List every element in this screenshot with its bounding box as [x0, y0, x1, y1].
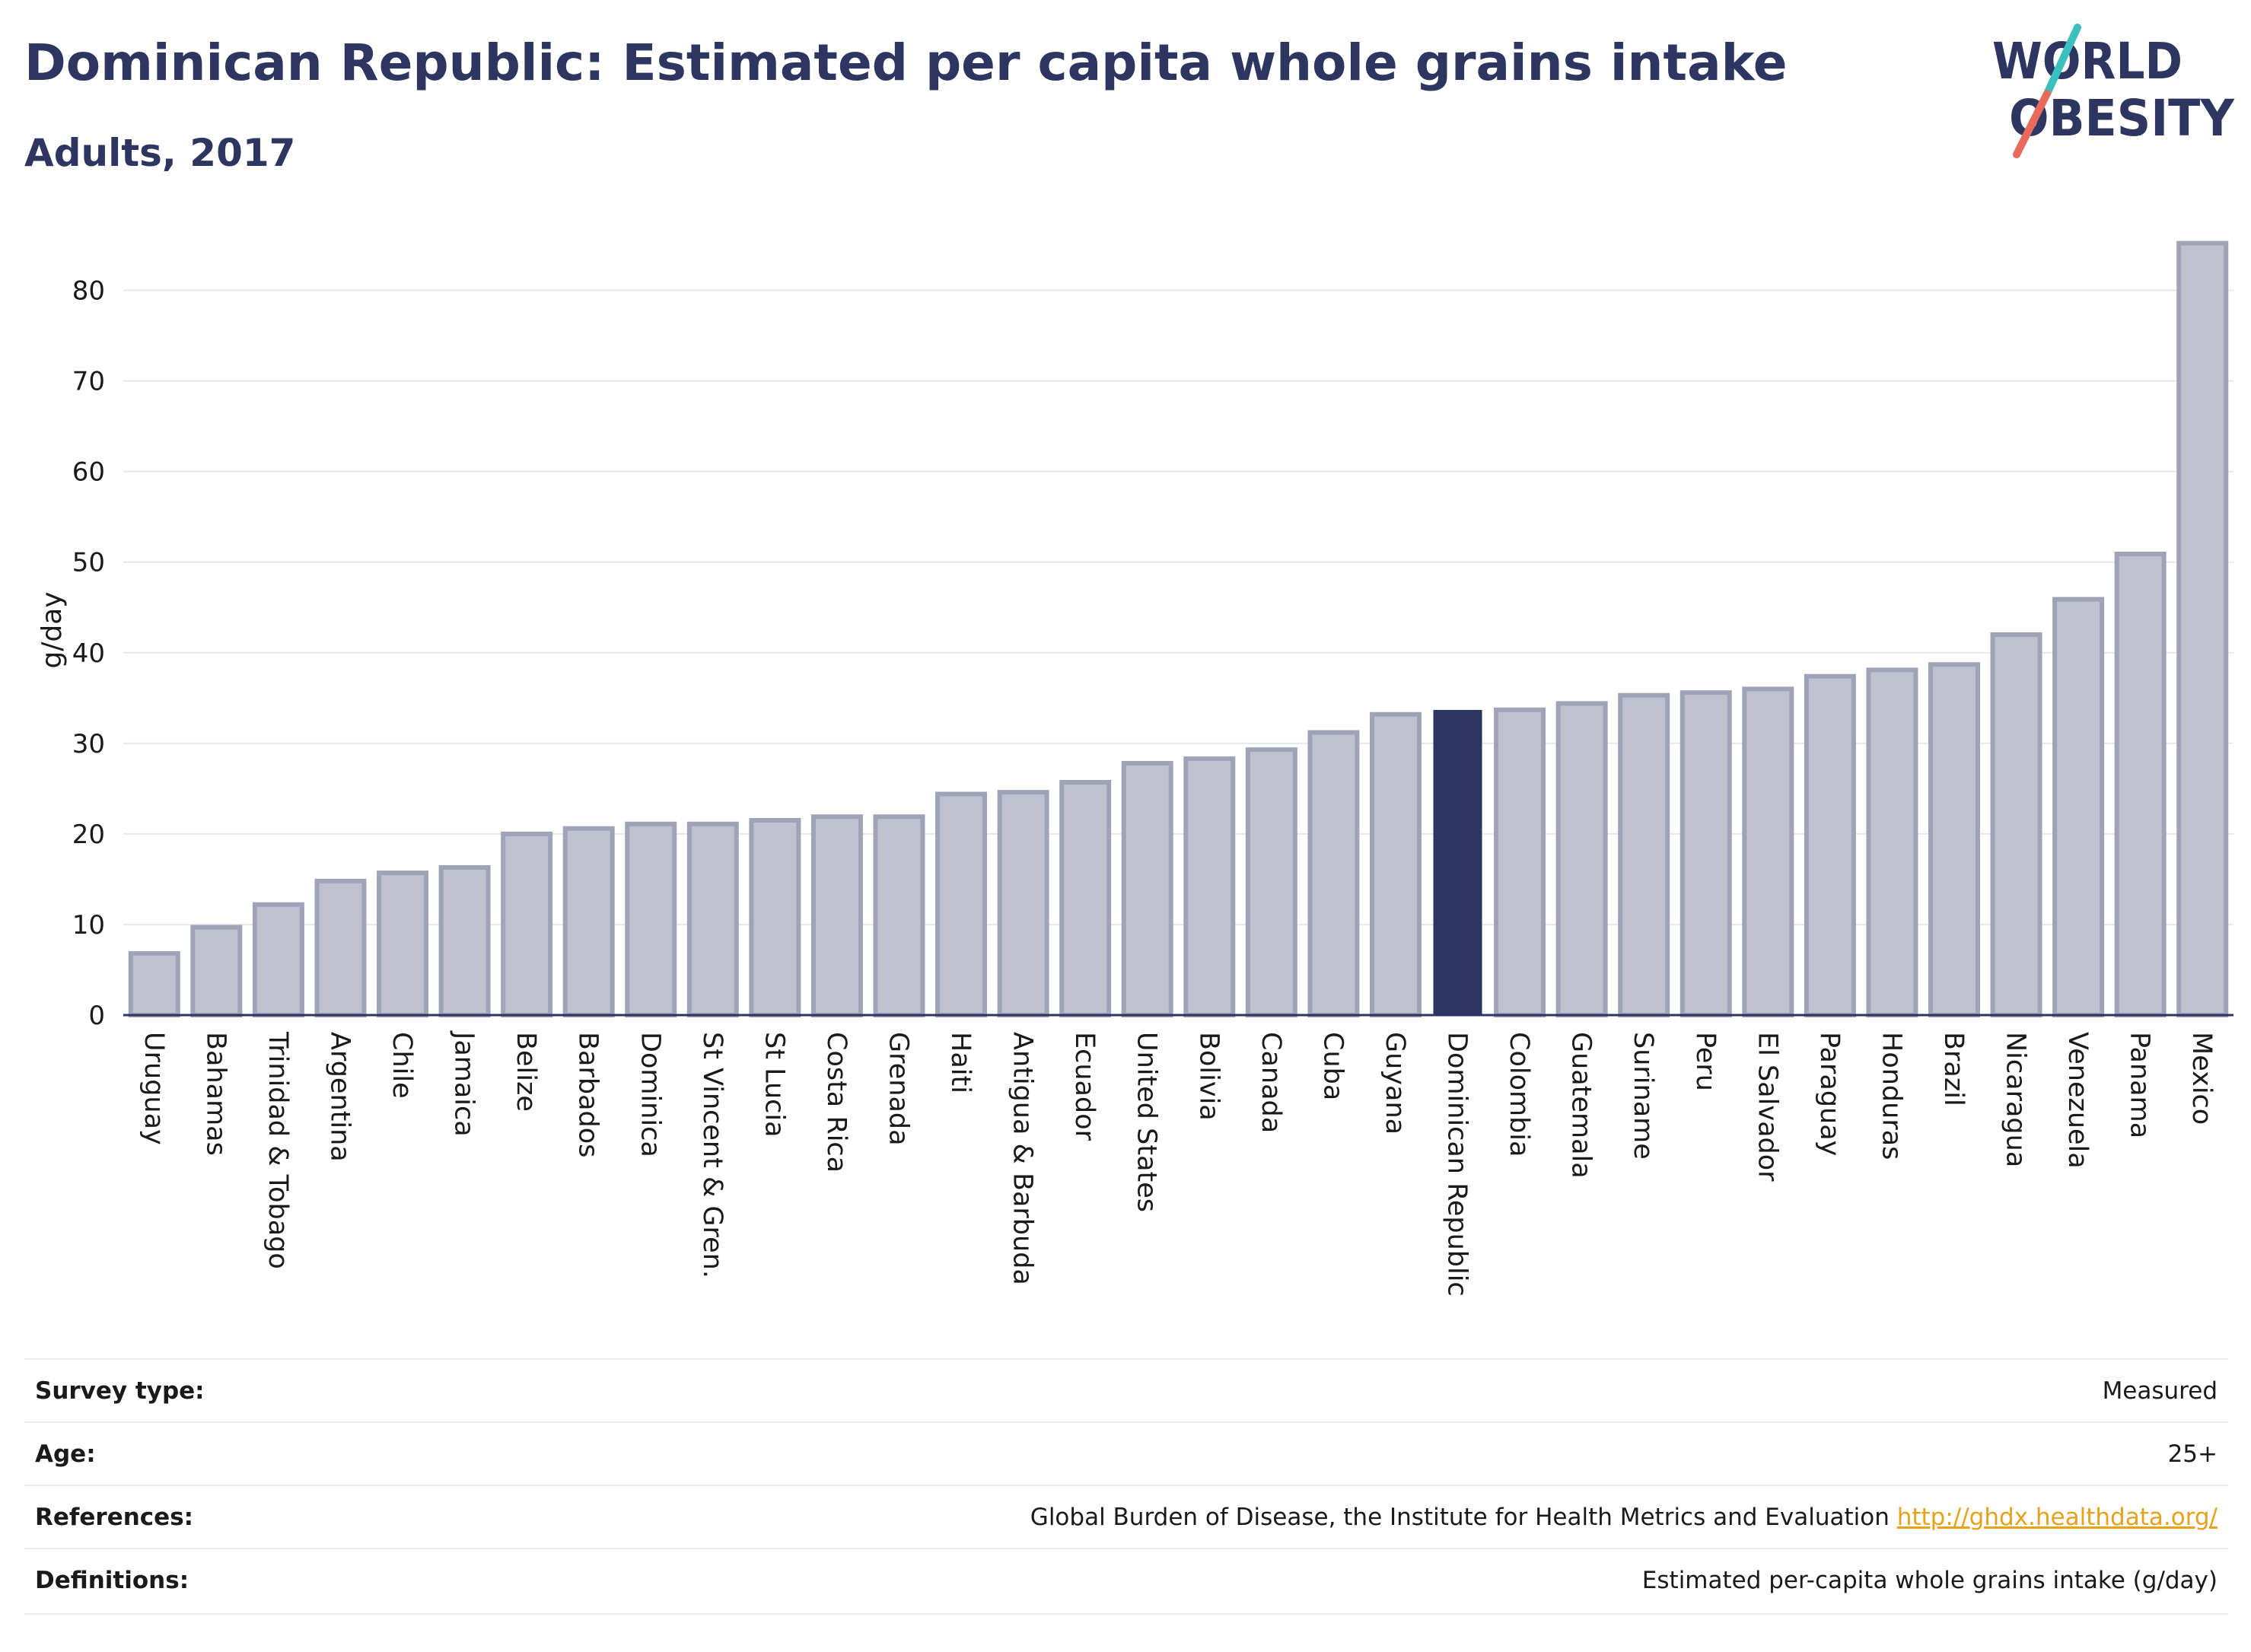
- bar: [252, 902, 304, 1018]
- x-tick-label: Mexico: [2186, 1032, 2217, 1125]
- bar: [1742, 686, 1794, 1017]
- info-value: Measured: [2102, 1377, 2218, 1405]
- bar: [1990, 632, 2042, 1017]
- x-tick-label: Dominica: [635, 1032, 665, 1157]
- x-tick-label: El Salvador: [1752, 1032, 1782, 1182]
- bar: [1059, 780, 1112, 1017]
- y-tick-label: 50: [72, 548, 105, 578]
- reference-link[interactable]: http://ghdx.healthdata.org/: [1896, 1504, 2218, 1531]
- x-tick-label: Bolivia: [1193, 1032, 1224, 1121]
- info-table-bottom-rule: [24, 1613, 2228, 1615]
- y-tick-label: 40: [72, 638, 105, 669]
- bar: [1618, 692, 1670, 1017]
- x-tick-label: St Vincent & Gren.: [697, 1032, 728, 1278]
- bar: [1679, 690, 1732, 1017]
- info-value: Estimated per-capita whole grains intake…: [1641, 1567, 2218, 1594]
- bar: [1494, 707, 1546, 1018]
- x-tick-label: Argentina: [324, 1032, 355, 1162]
- bar: [562, 826, 615, 1017]
- x-tick-label: Trinidad & Tobago: [263, 1031, 293, 1269]
- info-row: Survey type: Measured: [24, 1358, 2228, 1422]
- x-tick-label: Guyana: [1380, 1032, 1410, 1135]
- bar: [935, 791, 988, 1017]
- bar: [1307, 730, 1360, 1018]
- bar: [1433, 709, 1482, 1016]
- y-tick-label: 30: [72, 729, 105, 759]
- info-row: References: Global Burden of Disease, the…: [24, 1485, 2228, 1549]
- bar: [997, 790, 1049, 1017]
- bar: [1928, 662, 1980, 1018]
- bar: [873, 814, 925, 1018]
- bar: [2114, 551, 2167, 1017]
- x-tick-label: Costa Rica: [821, 1032, 852, 1173]
- y-tick-label: 20: [72, 820, 105, 850]
- x-tick-label: Venezuela: [2062, 1032, 2093, 1169]
- bar: [2176, 240, 2229, 1017]
- bar: [749, 818, 801, 1018]
- bar: [501, 831, 553, 1017]
- bar: [686, 821, 739, 1017]
- x-tick-label: Brazil: [1938, 1032, 1969, 1106]
- info-row: Age: 25+: [24, 1421, 2228, 1485]
- info-row: Definitions: Estimated per-capita whole g…: [24, 1548, 2228, 1612]
- x-tick-label: Cuba: [1317, 1032, 1348, 1100]
- y-tick-label: 80: [72, 276, 105, 307]
- bar: [2052, 597, 2105, 1017]
- x-tick-label: Honduras: [1876, 1032, 1906, 1160]
- y-axis-label: g/day: [37, 591, 68, 668]
- y-tick-label: 0: [88, 1001, 105, 1031]
- x-tick-label: Uruguay: [138, 1032, 169, 1145]
- x-tick-label: Colombia: [1504, 1032, 1534, 1157]
- logo-line1: WORLD: [1992, 32, 2183, 91]
- bar: [1369, 711, 1422, 1018]
- x-tick-label: Chile: [387, 1032, 417, 1099]
- bar: [128, 951, 180, 1018]
- x-tick-label: Belize: [511, 1032, 541, 1112]
- x-tick-label: Panama: [2125, 1032, 2155, 1138]
- bar: [1866, 667, 1918, 1017]
- bar-chart: 0 10 20 30 40 50 60 70 80 g/day Uruguay Bahamas Trin…: [37, 240, 2233, 1297]
- x-tick-label: Suriname: [1628, 1032, 1658, 1160]
- info-value: 25+: [2167, 1440, 2218, 1468]
- y-tick-label: 70: [72, 367, 105, 397]
- bar: [625, 821, 677, 1017]
- info-label: Age:: [35, 1440, 96, 1468]
- y-tick-label: 10: [72, 910, 105, 941]
- world-obesity-logo: WORLD OBESITY: [1992, 24, 2235, 158]
- x-tick-label: Guatemala: [1566, 1032, 1597, 1179]
- x-tick-label: Jamaica: [449, 1030, 479, 1137]
- x-tick-label: Ecuador: [1069, 1032, 1100, 1141]
- x-tick-label: Nicaragua: [2001, 1032, 2031, 1167]
- x-tick-label: St Lucia: [759, 1032, 789, 1138]
- x-tick-label: Haiti: [945, 1032, 976, 1093]
- bar: [377, 871, 429, 1017]
- x-tick-label: Bahamas: [200, 1032, 231, 1156]
- bar: [190, 925, 243, 1017]
- bar: [314, 878, 367, 1018]
- x-tick-label: Antigua & Barbuda: [1008, 1032, 1038, 1285]
- bar: [810, 814, 863, 1018]
- x-tick-label: Paraguay: [1814, 1032, 1845, 1156]
- bar: [1121, 761, 1173, 1017]
- bar: [438, 864, 491, 1017]
- y-tick-label: 60: [72, 457, 105, 488]
- chart-title: Dominican Republic: Estimated per capita…: [24, 33, 1788, 92]
- info-label: References:: [35, 1504, 194, 1531]
- x-tick-label: Barbados: [573, 1032, 603, 1157]
- bar: [1245, 747, 1297, 1017]
- x-tick-label: Peru: [1690, 1032, 1721, 1091]
- info-value: Global Burden of Disease, the Institute …: [1030, 1504, 2218, 1531]
- x-tick-label: United States: [1132, 1032, 1162, 1212]
- chart-subtitle: Adults, 2017: [24, 131, 296, 175]
- bar: [1804, 673, 1856, 1017]
- bar: [1183, 756, 1236, 1017]
- info-label: Definitions:: [35, 1567, 189, 1594]
- bar: [1555, 701, 1608, 1017]
- x-tick-label: Grenada: [883, 1032, 913, 1146]
- x-tick-label: Canada: [1256, 1032, 1286, 1133]
- info-label: Survey type:: [35, 1377, 205, 1405]
- x-tick-label: Dominican Republic: [1442, 1032, 1473, 1297]
